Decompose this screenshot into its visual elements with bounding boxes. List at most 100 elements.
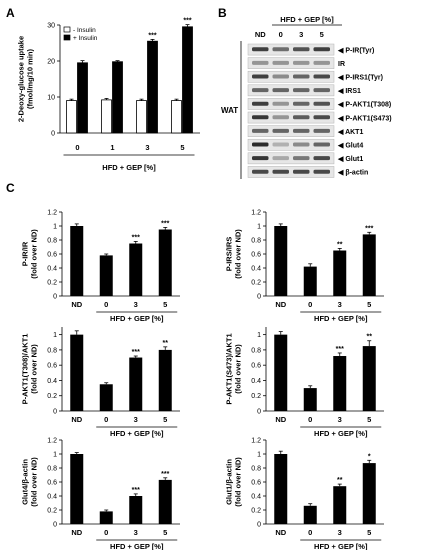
c1-x-tick-label: ND: [71, 300, 82, 309]
c1-bar: [70, 226, 84, 296]
a-significance-label: ***: [183, 18, 191, 25]
blot-strip: [247, 98, 335, 110]
blot-band: [252, 128, 269, 133]
c6-y-tick-label: 0.6: [251, 480, 261, 487]
c2-significance-label: **: [337, 241, 343, 248]
c2-y-tick-label: 0.4: [251, 266, 261, 273]
c6-y-tick-label: 0.2: [251, 508, 261, 515]
blot-band: [272, 60, 289, 65]
c5-bar: [70, 454, 84, 524]
c4-x-tick-label: 5: [367, 415, 371, 424]
c1-y-tick-label: 0.6: [47, 252, 57, 259]
a-x-tick-label: 1: [110, 143, 114, 152]
c2-y-tick-label: 0.6: [251, 252, 261, 259]
a-bar-plus-insulin: [77, 62, 88, 134]
c2-y-tick-label: 0.8: [251, 238, 261, 245]
blot-band: [293, 74, 310, 79]
c2-bar: [274, 226, 288, 296]
blot-row-label: ◀ P-AKT1(S473): [337, 115, 392, 122]
blot-band: [272, 128, 289, 133]
c1-y-tick-label: 1: [53, 224, 57, 231]
c5-y-tick-label: 0.6: [47, 480, 57, 487]
c1-bar: [99, 255, 113, 296]
c1-y-tick-label: 0: [53, 294, 57, 301]
blot-band: [293, 128, 310, 133]
c3-y-axis-label: P-AKT1(T308)/AKT1(fold over ND): [21, 334, 39, 405]
a-significance-label: ***: [148, 32, 156, 39]
blot-band: [252, 88, 269, 93]
blot-header: HFD + GEP [%]: [280, 15, 334, 24]
blot-band: [313, 101, 330, 106]
c5-bar: [158, 479, 172, 524]
blot-band: [252, 156, 269, 161]
a-x-tick-label: 3: [145, 143, 149, 152]
chart-panel-c-glut4: 0 0.2 0.4 0.6 0.8 1 1.2 Glut4/β-actin(fold over…: [21, 438, 180, 550]
blot-row-label: ◀ Glut4: [337, 143, 363, 150]
c5-y-tick-label: 0.2: [47, 508, 57, 515]
blot-row-label: ◀ Glut1: [337, 156, 363, 163]
blot-strip: [247, 138, 335, 151]
c1-y-axis-label-line: (fold over ND): [30, 229, 39, 279]
blot-row-label: IR: [338, 61, 345, 68]
c4-y-axis-label: P-AKT1(S473)/AKT1(fold over ND): [225, 333, 243, 404]
c5-x-axis-label: HFD + GEP [%]: [110, 542, 164, 550]
c3-y-tick-label: 0: [53, 409, 57, 416]
blot-band: [252, 142, 269, 147]
c6-y-tick-label: 1.2: [251, 438, 261, 445]
c6-y-tick-label: 0.8: [251, 466, 261, 473]
c3-y-tick-label: 0.8: [47, 347, 57, 354]
a-legend-entry: - Insulin: [73, 27, 96, 34]
blot-strip: [247, 166, 335, 178]
blot-row-label: ◀ P-AKT1(T308): [337, 102, 391, 109]
blot-band: [313, 115, 330, 120]
c5-y-tick-label: 0.4: [47, 494, 57, 501]
blot-band: [293, 142, 310, 147]
blot-band: [293, 101, 310, 106]
c2-bar: [303, 266, 317, 296]
c3-x-tick-label: 3: [134, 415, 138, 424]
blot-strip: [247, 125, 335, 137]
blot-band: [272, 169, 289, 174]
blot-band: [293, 47, 310, 52]
blot-band: [272, 47, 289, 52]
c4-y-tick-label: 0.2: [251, 393, 261, 400]
c3-significance-label: ***: [132, 349, 140, 356]
c4-x-tick-label: ND: [275, 415, 286, 424]
blot-band: [293, 115, 310, 120]
c4-x-tick-label: 0: [308, 415, 312, 424]
blot-band: [313, 47, 330, 52]
c5-x-tick-label: 5: [163, 528, 167, 537]
a-bar-minus-insulin: [66, 100, 77, 134]
a-legend-swatch: [63, 34, 71, 41]
c3-y-tick-label: 0.6: [47, 363, 57, 370]
c1-significance-label: ***: [161, 220, 169, 227]
c4-y-axis-label-line: (fold over ND): [234, 344, 243, 394]
c2-x-tick-label: 5: [367, 300, 371, 309]
c1-x-tick-label: 3: [134, 300, 138, 309]
blot-band: [313, 88, 330, 93]
c5-y-tick-label: 0.8: [47, 466, 57, 473]
blot-band: [313, 142, 330, 147]
c2-y-axis-label-line: P-IRS/IRS: [225, 237, 234, 272]
blot-band: [313, 169, 330, 174]
c1-y-axis-label-line: P-IR/IR: [21, 241, 30, 266]
a-y-axis-label: 2-Deoxy-glucose uptake(fmol/mg/10 min): [17, 36, 35, 122]
c4-x-axis-label: HFD + GEP [%]: [314, 429, 368, 438]
blot-band: [313, 74, 330, 79]
c2-bar: [362, 234, 376, 296]
a-bar-minus-insulin: [101, 99, 112, 134]
blot-strip: [247, 84, 335, 97]
a-y-axis-label-line: (fmol/mg/10 min): [26, 49, 35, 110]
c5-x-tick-label: 0: [104, 528, 108, 537]
blot-band: [272, 101, 289, 106]
c1-significance-label: ***: [132, 234, 140, 241]
c3-x-tick-label: 5: [163, 415, 167, 424]
chart-panel-c-pakt1-t308: 0 0.2 0.4 0.6 0.8 1 P-AKT1(T308)/AKT1(fold ove…: [21, 327, 180, 438]
c6-x-tick-label: 5: [367, 528, 371, 537]
c6-bar: [362, 463, 376, 524]
c2-y-axis-label-line: (fold over ND): [234, 229, 243, 279]
c2-x-tick-label: 0: [308, 300, 312, 309]
c3-y-tick-label: 1: [53, 332, 57, 339]
c5-significance-label: ***: [161, 471, 169, 478]
